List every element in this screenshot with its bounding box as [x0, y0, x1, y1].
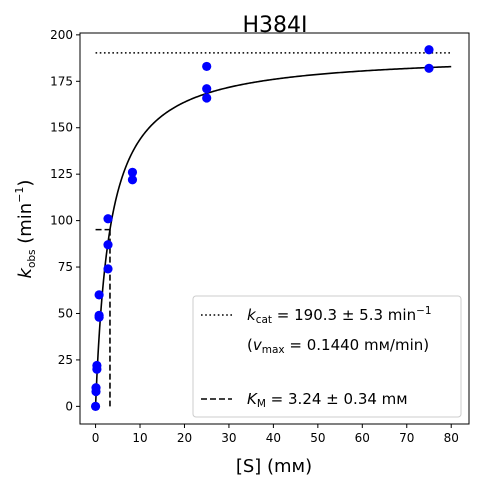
data-point	[127, 167, 138, 177]
x-tick-label: 60	[355, 431, 370, 445]
y-tick-label: 100	[50, 214, 73, 228]
axes-frame	[79, 32, 470, 425]
data-point	[103, 214, 113, 224]
y-ticks: 0 25 50 75 100 125 150 175 200	[50, 28, 80, 413]
legend: kcat = 190.3 ± 5.3 min−1 (vmax = 0.1440 …	[192, 295, 462, 418]
plot-area: 0 10 20 30 40 50 60 70 80 0 25 50 75 100 125 150 175 200	[50, 28, 470, 445]
x-tick-label: 50	[310, 431, 325, 445]
x-tick-label: 80	[444, 431, 459, 445]
y-tick-label: 25	[58, 353, 73, 367]
x-tick-label: 10	[132, 431, 147, 445]
x-tick-label: 0	[92, 431, 100, 445]
data-point	[424, 45, 434, 55]
y-tick-label: 150	[50, 121, 73, 135]
data-point	[424, 63, 434, 73]
data-point	[202, 93, 212, 103]
y-axis-label-unit-sup: −1	[13, 187, 26, 203]
x-tick-label: 20	[177, 431, 192, 445]
x-tick-label: 40	[266, 431, 281, 445]
x-tick-label: 30	[221, 431, 236, 445]
y-tick-label: 50	[58, 306, 73, 320]
x-ticks: 0 10 20 30 40 50 60 70 80	[92, 424, 459, 445]
chart-title: H384I	[242, 13, 307, 38]
data-point	[103, 240, 113, 250]
y-axis-label: kobs (min−1)	[13, 180, 38, 279]
legend-vmax-entry: (vmax = 0.1440 mм/min)	[247, 336, 429, 356]
y-tick-label: 125	[50, 167, 73, 181]
legend-box	[192, 295, 462, 418]
data-point	[92, 360, 102, 371]
y-tick-label: 175	[50, 74, 73, 88]
x-tick-label: 70	[399, 431, 414, 445]
data-point	[127, 175, 138, 185]
data-point	[202, 84, 212, 94]
data-point	[91, 383, 101, 393]
y-tick-label: 75	[58, 260, 73, 274]
legend-km-entry: KM = 3.24 ± 0.34 mм	[247, 390, 408, 410]
legend-kcat-entry: kcat = 190.3 ± 5.3 min−1	[247, 305, 432, 326]
data-point	[103, 264, 113, 274]
y-axis-label-unit-close: )	[15, 180, 36, 187]
y-axis-label-symbol: k	[15, 266, 36, 278]
y-axis-label-unit: (min	[15, 203, 36, 250]
series-layer	[90, 45, 452, 411]
y-tick-label: 200	[50, 28, 73, 42]
data-point	[90, 401, 101, 411]
data-point	[94, 310, 104, 320]
y-axis-label-sub: obs	[26, 249, 38, 268]
data-point	[94, 290, 104, 300]
data-point	[202, 61, 212, 72]
y-tick-label: 0	[65, 399, 73, 413]
x-axis-label: [S] (mм)	[236, 456, 312, 477]
michaelis-menten-fit-curve	[94, 65, 452, 407]
